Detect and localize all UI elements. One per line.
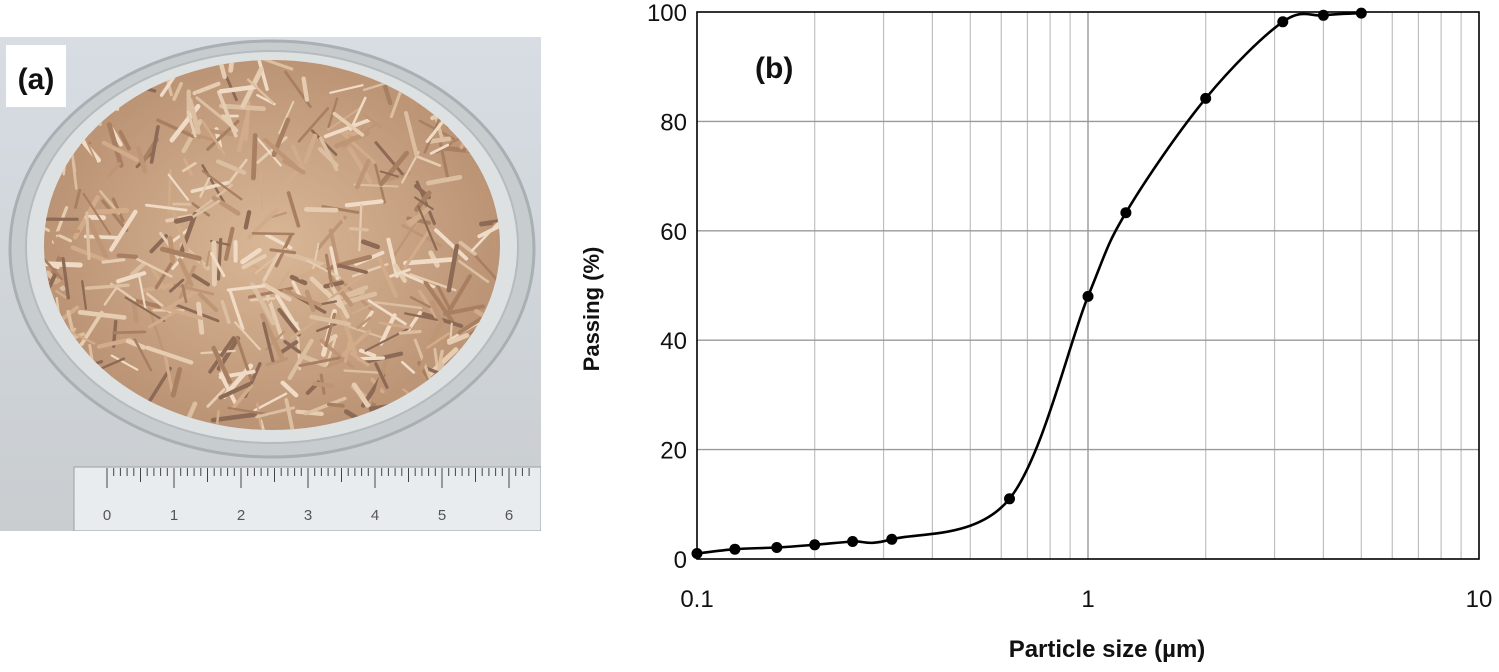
data-point bbox=[1277, 16, 1288, 27]
wood-chip bbox=[329, 404, 343, 406]
chart-panel-b: 0 20 40 60 80 100 0.1 1 10 (b) Passing (%) Part… bbox=[560, 0, 1499, 667]
y-tick-labels: 0 20 40 60 80 100 bbox=[647, 0, 687, 574]
ruler-number-3: 3 bbox=[304, 507, 312, 524]
wood-chip bbox=[315, 384, 333, 386]
x-axis-label: Particle size (µm) bbox=[1009, 636, 1206, 663]
y-tick-label: 100 bbox=[647, 0, 687, 27]
ruler-number-5: 5 bbox=[438, 507, 446, 524]
data-point bbox=[809, 539, 820, 550]
wood-chip bbox=[451, 324, 452, 338]
x-tick-label: 1 bbox=[1081, 586, 1094, 613]
panel-a-label: (a) bbox=[18, 63, 55, 96]
y-tick-label: 60 bbox=[660, 219, 687, 246]
photo-panel-a: 0 1 2 3 4 5 6 (a) bbox=[0, 37, 541, 531]
y-tick-label: 80 bbox=[660, 109, 687, 136]
passing-curve bbox=[697, 13, 1361, 553]
grid-minor bbox=[815, 12, 1461, 559]
data-point bbox=[1200, 93, 1211, 104]
data-point bbox=[1356, 8, 1367, 19]
wood-chip bbox=[87, 213, 89, 258]
y-tick-label: 20 bbox=[660, 438, 687, 465]
data-point bbox=[886, 534, 897, 545]
data-point bbox=[1120, 207, 1131, 218]
wood-chip bbox=[253, 233, 293, 234]
data-point bbox=[729, 544, 740, 555]
ruler-number-4: 4 bbox=[371, 507, 379, 524]
wood-chip bbox=[86, 236, 117, 237]
data-point bbox=[771, 542, 782, 553]
ruler: 0 1 2 3 4 5 6 bbox=[74, 467, 541, 531]
x-tick-labels: 0.1 1 10 bbox=[680, 586, 1492, 613]
data-point bbox=[1004, 493, 1015, 504]
wood-chip bbox=[306, 209, 336, 210]
wood-chip bbox=[253, 136, 255, 179]
panel-b-label: (b) bbox=[755, 52, 793, 85]
wood-chip bbox=[114, 332, 145, 333]
data-points bbox=[692, 8, 1367, 559]
data-point bbox=[1083, 291, 1094, 302]
x-tick-label: 0.1 bbox=[680, 586, 713, 613]
data-point bbox=[847, 536, 858, 547]
ruler-number-1: 1 bbox=[170, 507, 178, 524]
ruler-number-0: 0 bbox=[103, 507, 111, 524]
wood-chip bbox=[176, 218, 190, 221]
y-tick-label: 40 bbox=[660, 328, 687, 355]
wood-chip bbox=[429, 139, 449, 142]
particle-size-chart: 0 20 40 60 80 100 0.1 1 10 (b) Passing (%) Part… bbox=[560, 0, 1499, 667]
wood-chip bbox=[261, 171, 262, 210]
x-tick-label: 10 bbox=[1466, 586, 1493, 613]
wood-chip bbox=[87, 217, 104, 218]
wood-chip bbox=[351, 229, 367, 230]
wood-chip bbox=[359, 358, 384, 359]
ruler-number-6: 6 bbox=[505, 507, 513, 524]
wood-chips-photo: 0 1 2 3 4 5 6 (a) bbox=[0, 37, 541, 531]
y-tick-label: 0 bbox=[674, 547, 687, 574]
wood-chip bbox=[400, 332, 420, 334]
y-axis-label: Passing (%) bbox=[579, 247, 604, 372]
wood-chip bbox=[119, 256, 136, 257]
wood-chip bbox=[219, 240, 221, 280]
ruler-number-2: 2 bbox=[237, 507, 245, 524]
